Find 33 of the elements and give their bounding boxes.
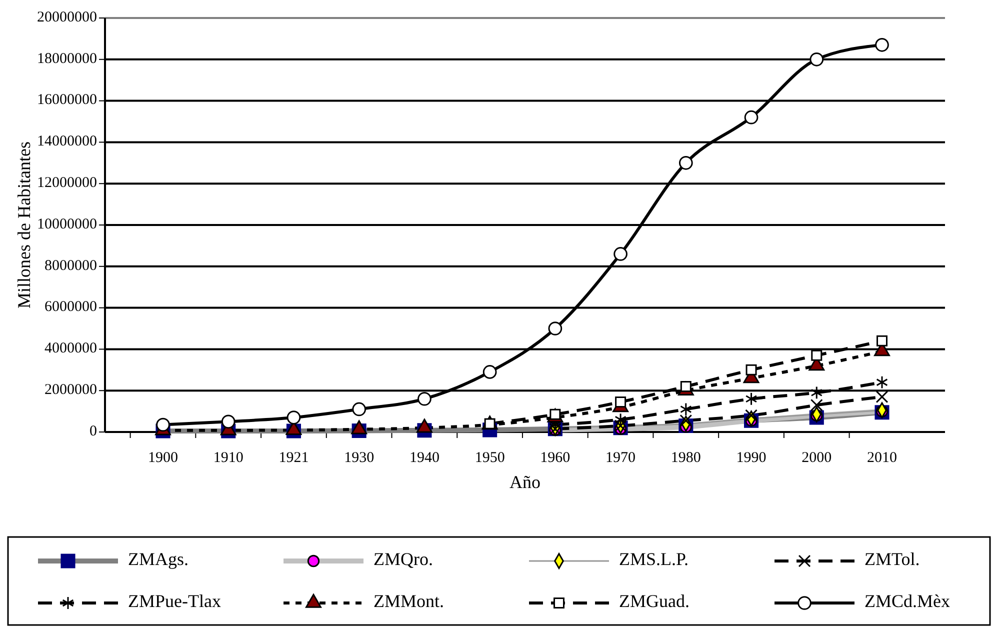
x-tick-label: 1980 [670,450,701,466]
x-tick-label: 1910 [213,450,244,466]
y-tick-label: 12000000 [37,175,97,192]
x-tick-label: 1960 [540,450,570,466]
legend-label: ZMMont. [374,591,444,612]
y-axis-title: Millones de Habitantes [14,142,34,308]
y-tick-label: 10000000 [37,216,97,232]
x-tick-label: 1921 [278,450,309,466]
y-tick-label: 16000000 [37,92,97,108]
x-tick-label: 1990 [736,450,766,466]
legend-label: ZMPue-Tlax [128,591,221,612]
x-tick-label: 1930 [344,450,374,466]
x-tick-label: 2010 [867,450,897,466]
y-tick-label: 8000000 [44,258,97,274]
x-tick-label: 1900 [148,450,178,466]
legend-label: ZMQro. [374,549,433,570]
y-tick-label: 18000000 [37,50,97,67]
x-tick-label: 1970 [606,450,636,466]
y-tick-label: 0 [90,423,97,440]
legend-label: ZMS.L.P. [619,549,689,570]
y-tick-label: 2000000 [44,382,97,398]
x-tick-label: 2000 [802,450,832,466]
legend-label: ZMCd.Mèx [864,591,950,612]
x-tick-label: 1940 [409,450,440,466]
legend-label: ZMTol. [864,549,920,570]
y-tick-label: 20000000 [37,9,97,26]
y-tick-label: 6000000 [44,299,97,316]
y-tick-label: 14000000 [37,134,97,150]
x-axis-title: Año [510,472,540,492]
legend-label: ZMGuad. [619,591,690,612]
y-tick-label: 4000000 [44,340,97,357]
x-tick-label: 1950 [474,450,505,466]
legend-label: ZMAgs. [128,549,189,570]
